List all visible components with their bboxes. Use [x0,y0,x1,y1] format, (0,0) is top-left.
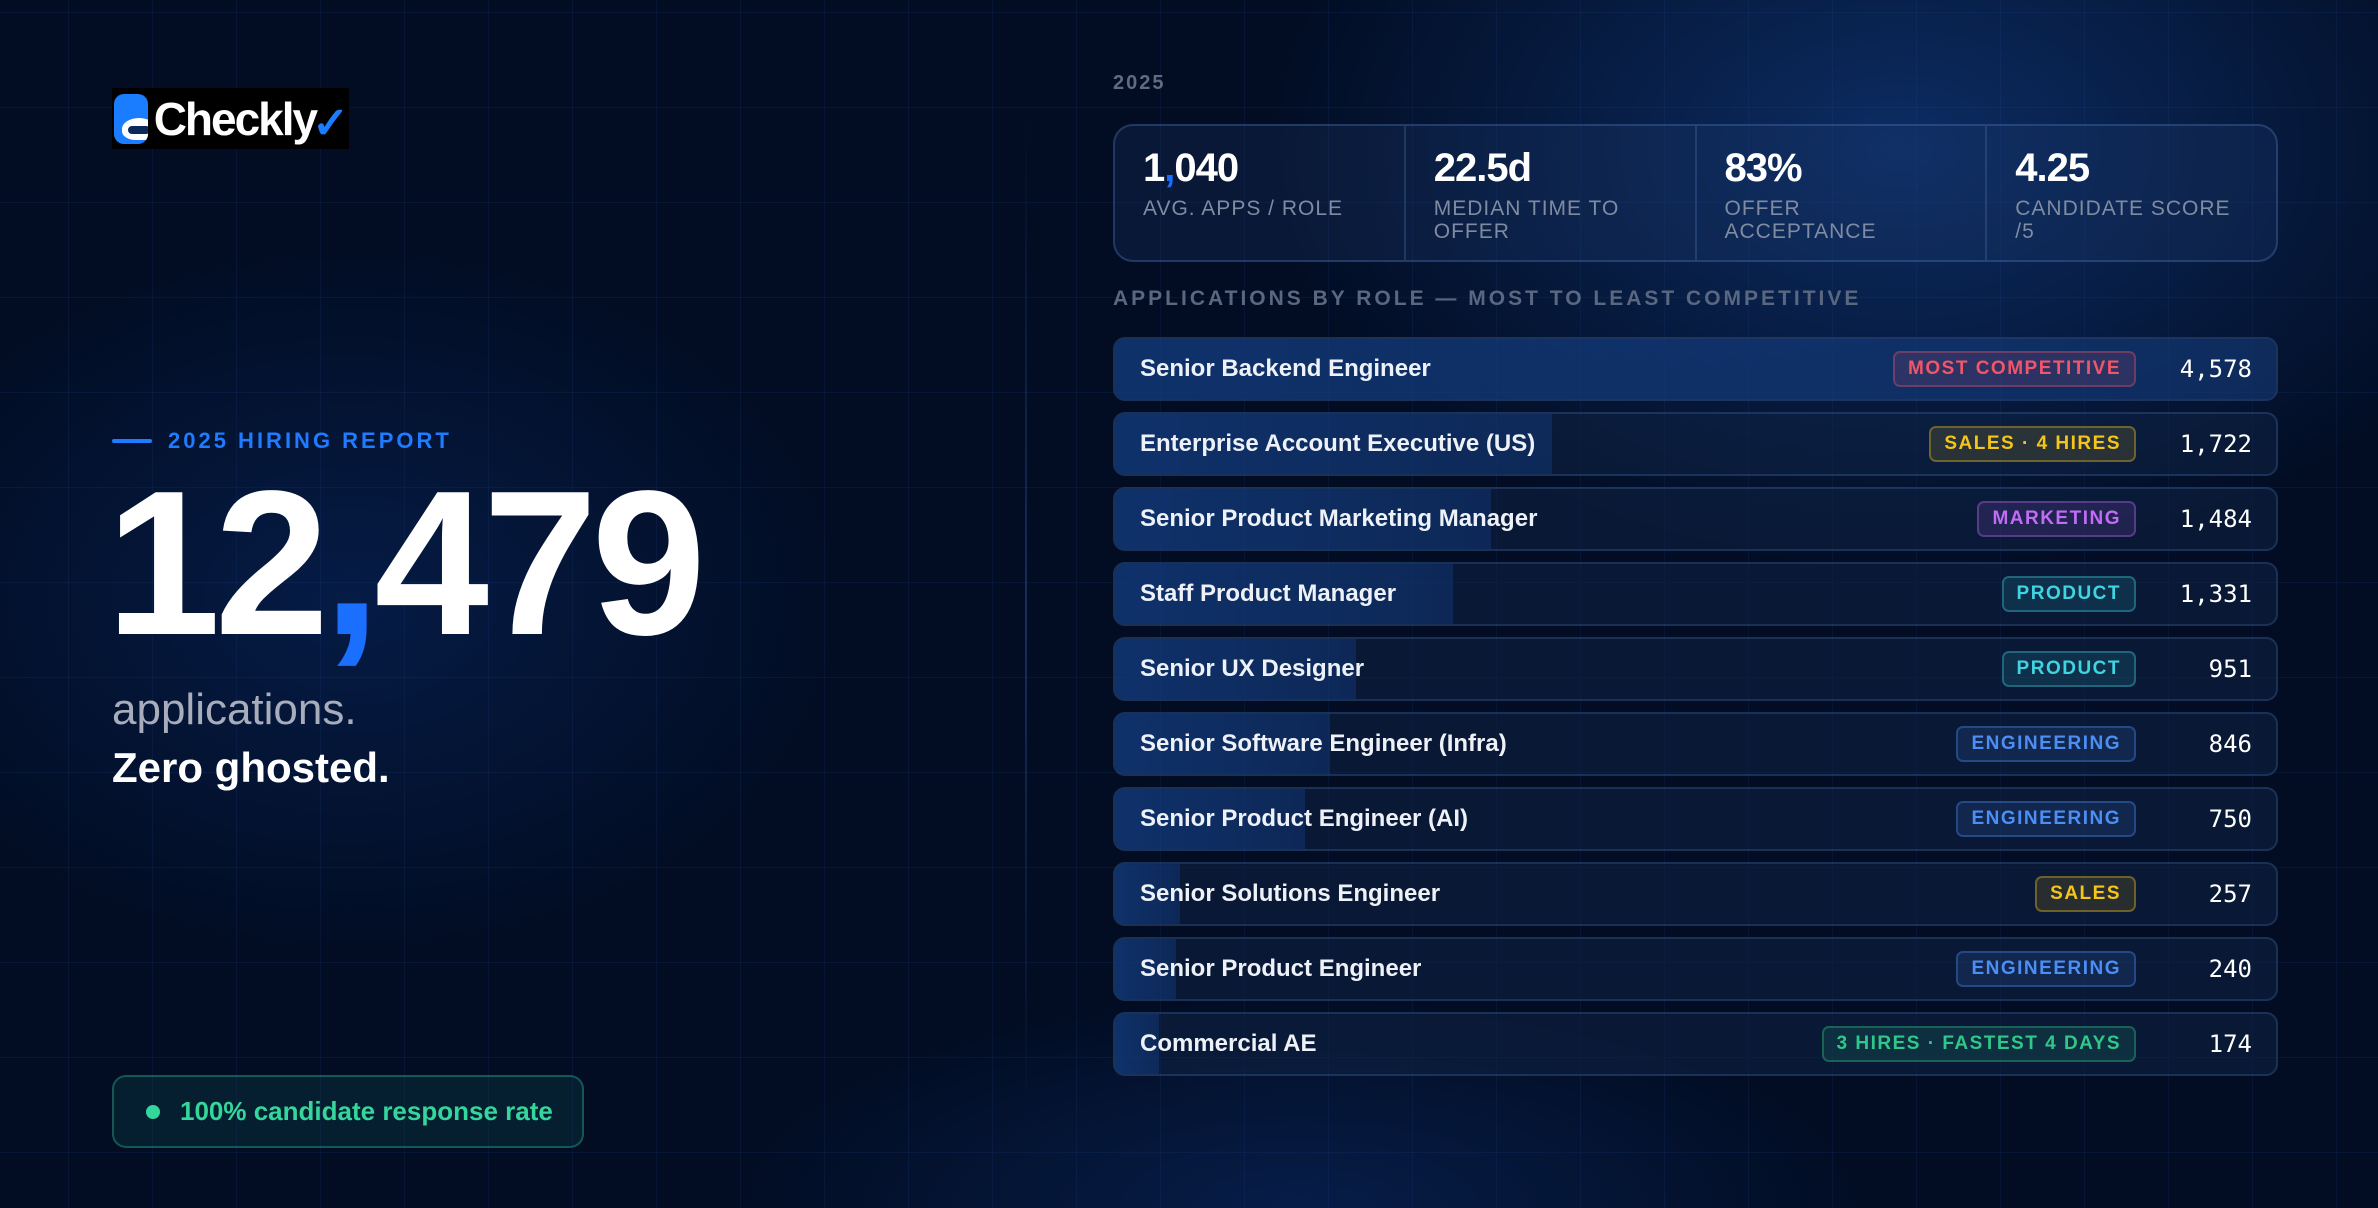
report-kicker: 2025 HIRING REPORT [112,428,452,454]
role-count: 1,722 [2179,430,2252,458]
stat-value-part: 22.5d [1433,146,1532,190]
raccoon-icon [114,93,148,144]
role-count: 240 [2208,955,2252,983]
role-badge: PRODUCT [2001,651,2136,687]
role-name: Senior Product Engineer (AI) [1140,805,1469,832]
stat-value: 4.25 [2015,146,2248,191]
role-row: Senior UX Designer PRODUCT 951 [1113,637,2278,701]
total-comma: , [323,448,380,678]
role-bar-fill [1115,339,2276,399]
stats-panel: 1,040 AVG. APPS / ROLE 22.5d MEDIAN TIME TO… [1113,124,2278,262]
zero-ghosted-label: Zero ghosted. [112,744,390,791]
applications-label: applications. [112,685,357,734]
role-name: Senior Software Engineer (Infra) [1140,730,1507,757]
section-title: APPLICATIONS BY ROLE — MOST TO LEAST COM… [1113,287,1862,310]
role-row: Senior Product Marketing Manager MARKETIN… [1113,487,2278,551]
logo-wordmark: Checkly [153,92,318,145]
role-bar-fill [1115,414,1552,474]
role-count: 1,484 [2179,505,2252,533]
role-name: Senior Product Engineer [1140,955,1422,982]
role-bar-fill [1115,1014,1160,1074]
stat-label: MEDIAN TIME TO OFFER [1433,197,1620,244]
stat-value-part: 4.25 [2015,146,2090,190]
role-badge: SALES [2035,876,2136,912]
role-badge: MARKETING [1977,501,2136,537]
role-badge: MOST COMPETITIVE [1893,351,2136,387]
kicker-text: 2025 HIRING REPORT [168,428,452,453]
stat-card: 1,040 AVG. APPS / ROLE [1115,126,1406,260]
role-count: 4,578 [2179,355,2252,383]
role-row: Commercial AE 3 HIRES · FASTEST 4 DAYS 174 [1113,1012,2278,1076]
role-bar-fill [1115,864,1181,924]
stat-card: 22.5d MEDIAN TIME TO OFFER [1406,126,1697,260]
stat-value-part: 040 [1174,146,1239,190]
role-count: 846 [2208,730,2252,758]
year-label: 2025 [1113,72,1166,94]
role-badge: 3 HIRES · FASTEST 4 DAYS [1821,1026,2136,1062]
response-rate-text: 100% candidate response rate [180,1096,553,1126]
stat-value-part: 1 [1143,146,1165,190]
role-row: Senior Solutions Engineer SALES 257 [1113,862,2278,926]
stat-value: 22.5d [1434,146,1667,191]
role-row: Senior Product Engineer (AI) ENGINEERING 7… [1113,787,2278,851]
total-part: 479 [374,448,706,678]
stat-card: 4.25 CANDIDATE SCORE /5 [1987,126,2276,260]
role-count: 1,331 [2179,580,2252,608]
role-bar-fill [1115,714,1330,774]
stat-card: 83% OFFER ACCEPTANCE [1697,126,1988,260]
role-bar-fill [1115,564,1453,624]
role-badge: ENGINEERING [1956,951,2136,987]
stat-value-part: 83% [1724,146,1803,190]
role-name: Senior UX Designer [1140,655,1365,682]
divider [1025,120,1027,1120]
role-name: Enterprise Account Executive (US) [1140,430,1536,457]
role-count: 174 [2208,1030,2252,1058]
role-row: Senior Software Engineer (Infra) ENGINEER… [1113,712,2278,776]
role-name: Commercial AE [1140,1030,1317,1057]
role-bar-fill [1115,489,1492,549]
role-name: Senior Solutions Engineer [1140,880,1441,907]
stat-value: 1,040 [1143,146,1376,191]
total-part: 12 [106,448,329,678]
role-bar-fill [1115,939,1176,999]
check-icon: ✓ [312,99,349,148]
role-row: Staff Product Manager PRODUCT 1,331 [1113,562,2278,626]
roles-list: Senior Backend Engineer MOST COMPETITIVE 4… [1113,337,2278,1087]
role-badge: ENGINEERING [1956,726,2136,762]
response-rate-badge: 100% candidate response rate [112,1075,584,1148]
status-dot-icon [146,1104,160,1119]
stat-label: OFFER ACCEPTANCE [1724,197,1877,244]
role-badge: SALES · 4 HIRES [1929,426,2136,462]
role-name: Staff Product Manager [1140,580,1397,607]
stat-label: AVG. APPS / ROLE [1143,197,1344,220]
role-row: Enterprise Account Executive (US) SALES ·… [1113,412,2278,476]
role-row: Senior Product Engineer ENGINEERING 240 [1113,937,2278,1001]
role-bar-fill [1115,639,1357,699]
role-badge: ENGINEERING [1956,801,2136,837]
role-bar-fill [1115,789,1306,849]
role-badge: PRODUCT [2001,576,2136,612]
role-name: Senior Product Marketing Manager [1140,505,1538,532]
stat-value-comma: , [1164,146,1175,190]
stat-value: 83% [1725,146,1958,191]
role-count: 750 [2208,805,2252,833]
role-row: Senior Backend Engineer MOST COMPETITIVE 4… [1113,337,2278,401]
role-name: Senior Backend Engineer [1140,355,1431,382]
total-applications: 12,479 [106,460,706,666]
stat-label: CANDIDATE SCORE /5 [2015,197,2231,244]
role-count: 257 [2208,880,2252,908]
kicker-line [112,439,152,443]
role-count: 951 [2208,655,2252,683]
checkly-logo: Checkly ✓ [112,88,349,149]
